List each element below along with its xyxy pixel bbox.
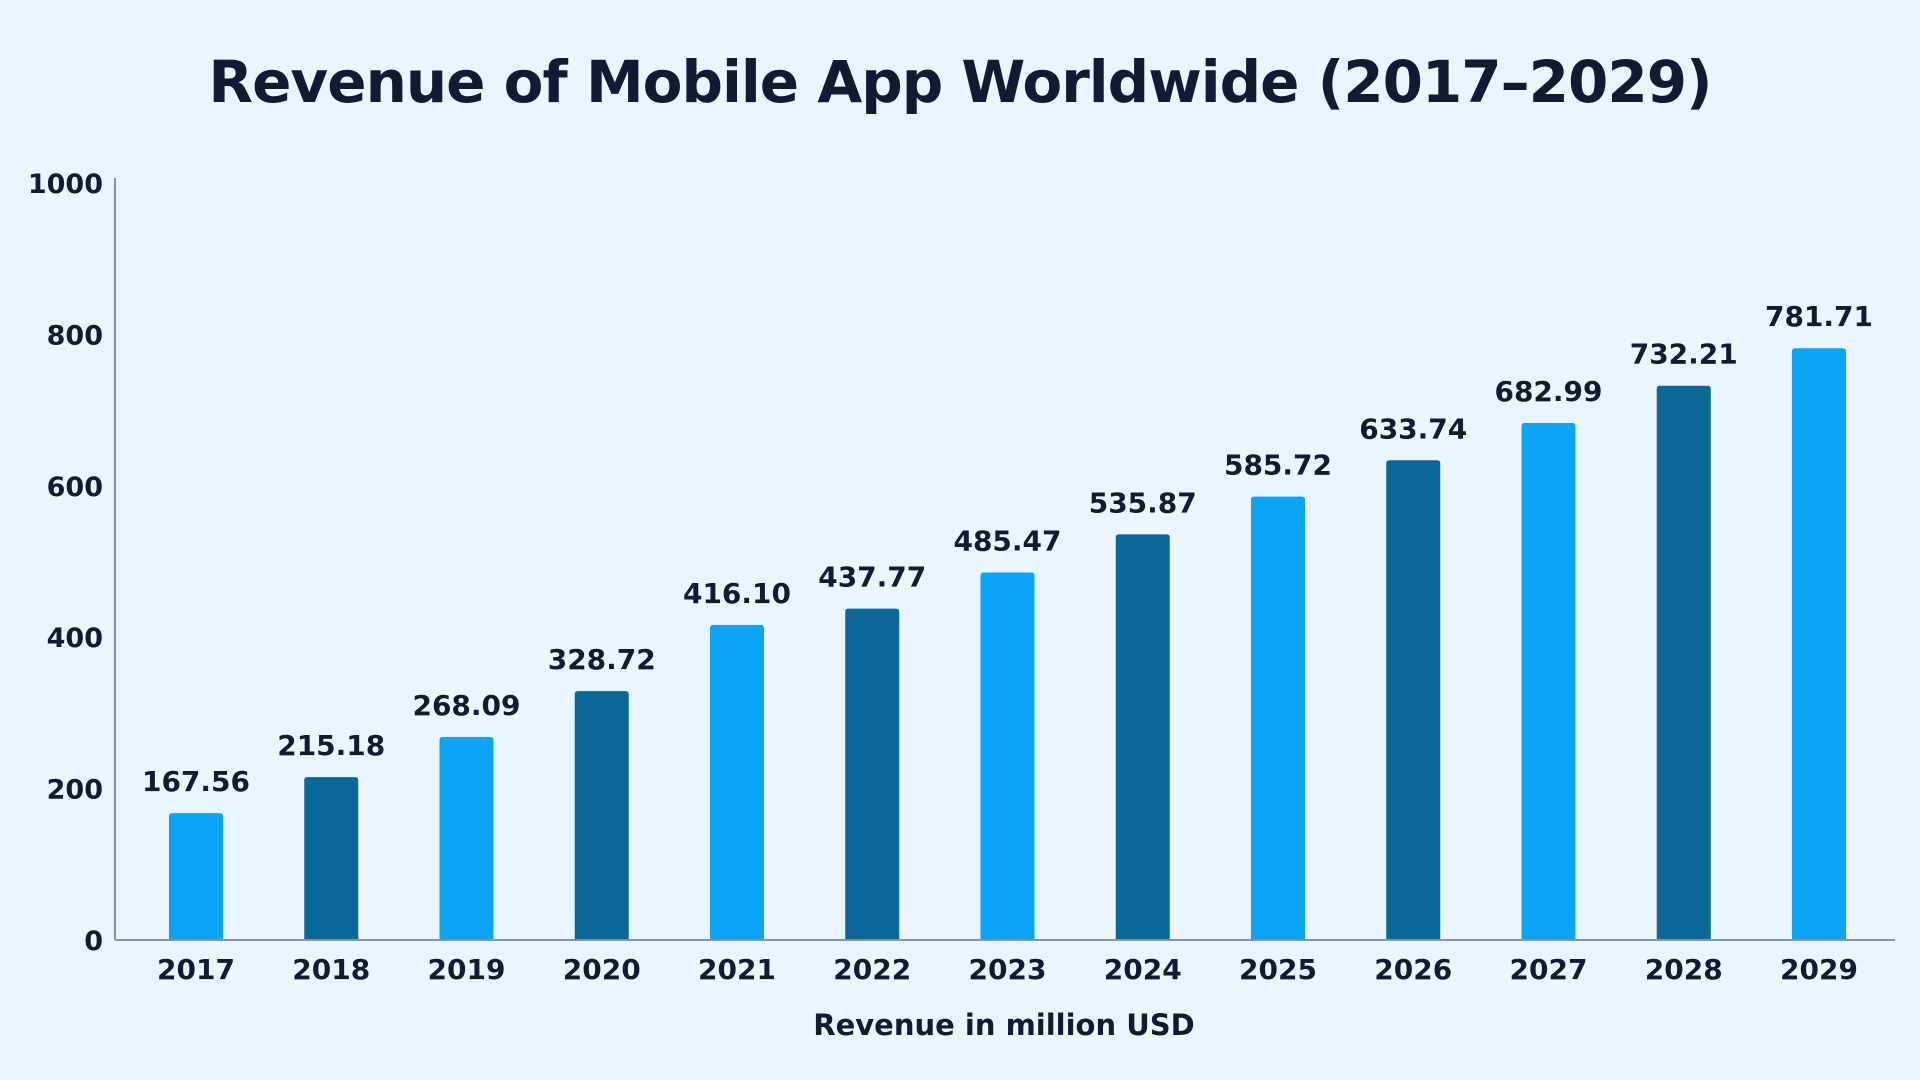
x-tick-label-2026: 2026 [1374,953,1452,986]
y-tick-label: 200 [47,775,103,806]
chart-title: Revenue of Mobile App Worldwide (2017–20… [208,48,1711,116]
bar-2017 [169,813,223,940]
x-tick-label-2028: 2028 [1645,953,1723,986]
y-tick-label: 1000 [28,169,103,200]
x-tick-label-2019: 2019 [428,953,506,986]
data-label-2024: 535.87 [1089,486,1197,519]
data-label-2025: 585.72 [1224,449,1332,482]
bar-2019 [439,737,494,940]
x-tick-label-2029: 2029 [1780,953,1858,986]
bar-2023 [980,572,1035,940]
x-tick-label-2022: 2022 [833,953,911,986]
data-label-2021: 416.10 [683,577,791,610]
data-label-2020: 328.72 [548,643,656,676]
x-tick-label-2027: 2027 [1510,953,1588,986]
bar-2026 [1386,460,1441,940]
y-tick-label: 400 [47,623,103,654]
bar-2028 [1656,385,1711,940]
bar-2029 [1792,348,1846,940]
bar-2022 [845,608,900,940]
x-axis-label: Revenue in million USD [813,1008,1194,1042]
bar-2018 [304,777,359,940]
data-label-2019: 268.09 [412,689,520,722]
x-tick-label-2018: 2018 [292,953,370,986]
data-label-2027: 682.99 [1494,375,1602,408]
y-tick-label: 800 [47,320,103,351]
data-labels: 167.56 215.18 268.09 328.72 416.10 437.77 485.… [142,300,1873,798]
bar-2020 [574,691,629,940]
bar-2025 [1251,496,1305,940]
bar-2021 [710,625,764,940]
bars [169,348,1846,940]
bar-2024 [1115,534,1170,940]
x-axis: 2017 2018 2019 2020 2021 2022 2023 2024 2025 2026… [115,939,1895,986]
data-label-2023: 485.47 [953,524,1061,557]
x-tick-label-2023: 2023 [969,953,1047,986]
x-tick-label-2020: 2020 [563,953,641,986]
x-tick-label-2025: 2025 [1239,953,1317,986]
x-tick-label-2021: 2021 [698,953,776,986]
data-label-2018: 215.18 [277,729,385,762]
y-tick-label: 600 [47,472,103,503]
data-label-2028: 732.21 [1630,338,1738,371]
bar-2027 [1521,422,1576,940]
data-label-2017: 167.56 [142,765,250,798]
y-axis: 0 200 400 600 800 1000 [28,169,116,957]
y-tick-label: 0 [84,926,103,957]
x-tick-label-2017: 2017 [157,953,235,986]
data-label-2022: 437.77 [818,561,926,594]
x-tick-label-2024: 2024 [1104,953,1182,986]
data-label-2026: 633.74 [1359,412,1467,445]
data-label-2029: 781.71 [1765,300,1873,333]
